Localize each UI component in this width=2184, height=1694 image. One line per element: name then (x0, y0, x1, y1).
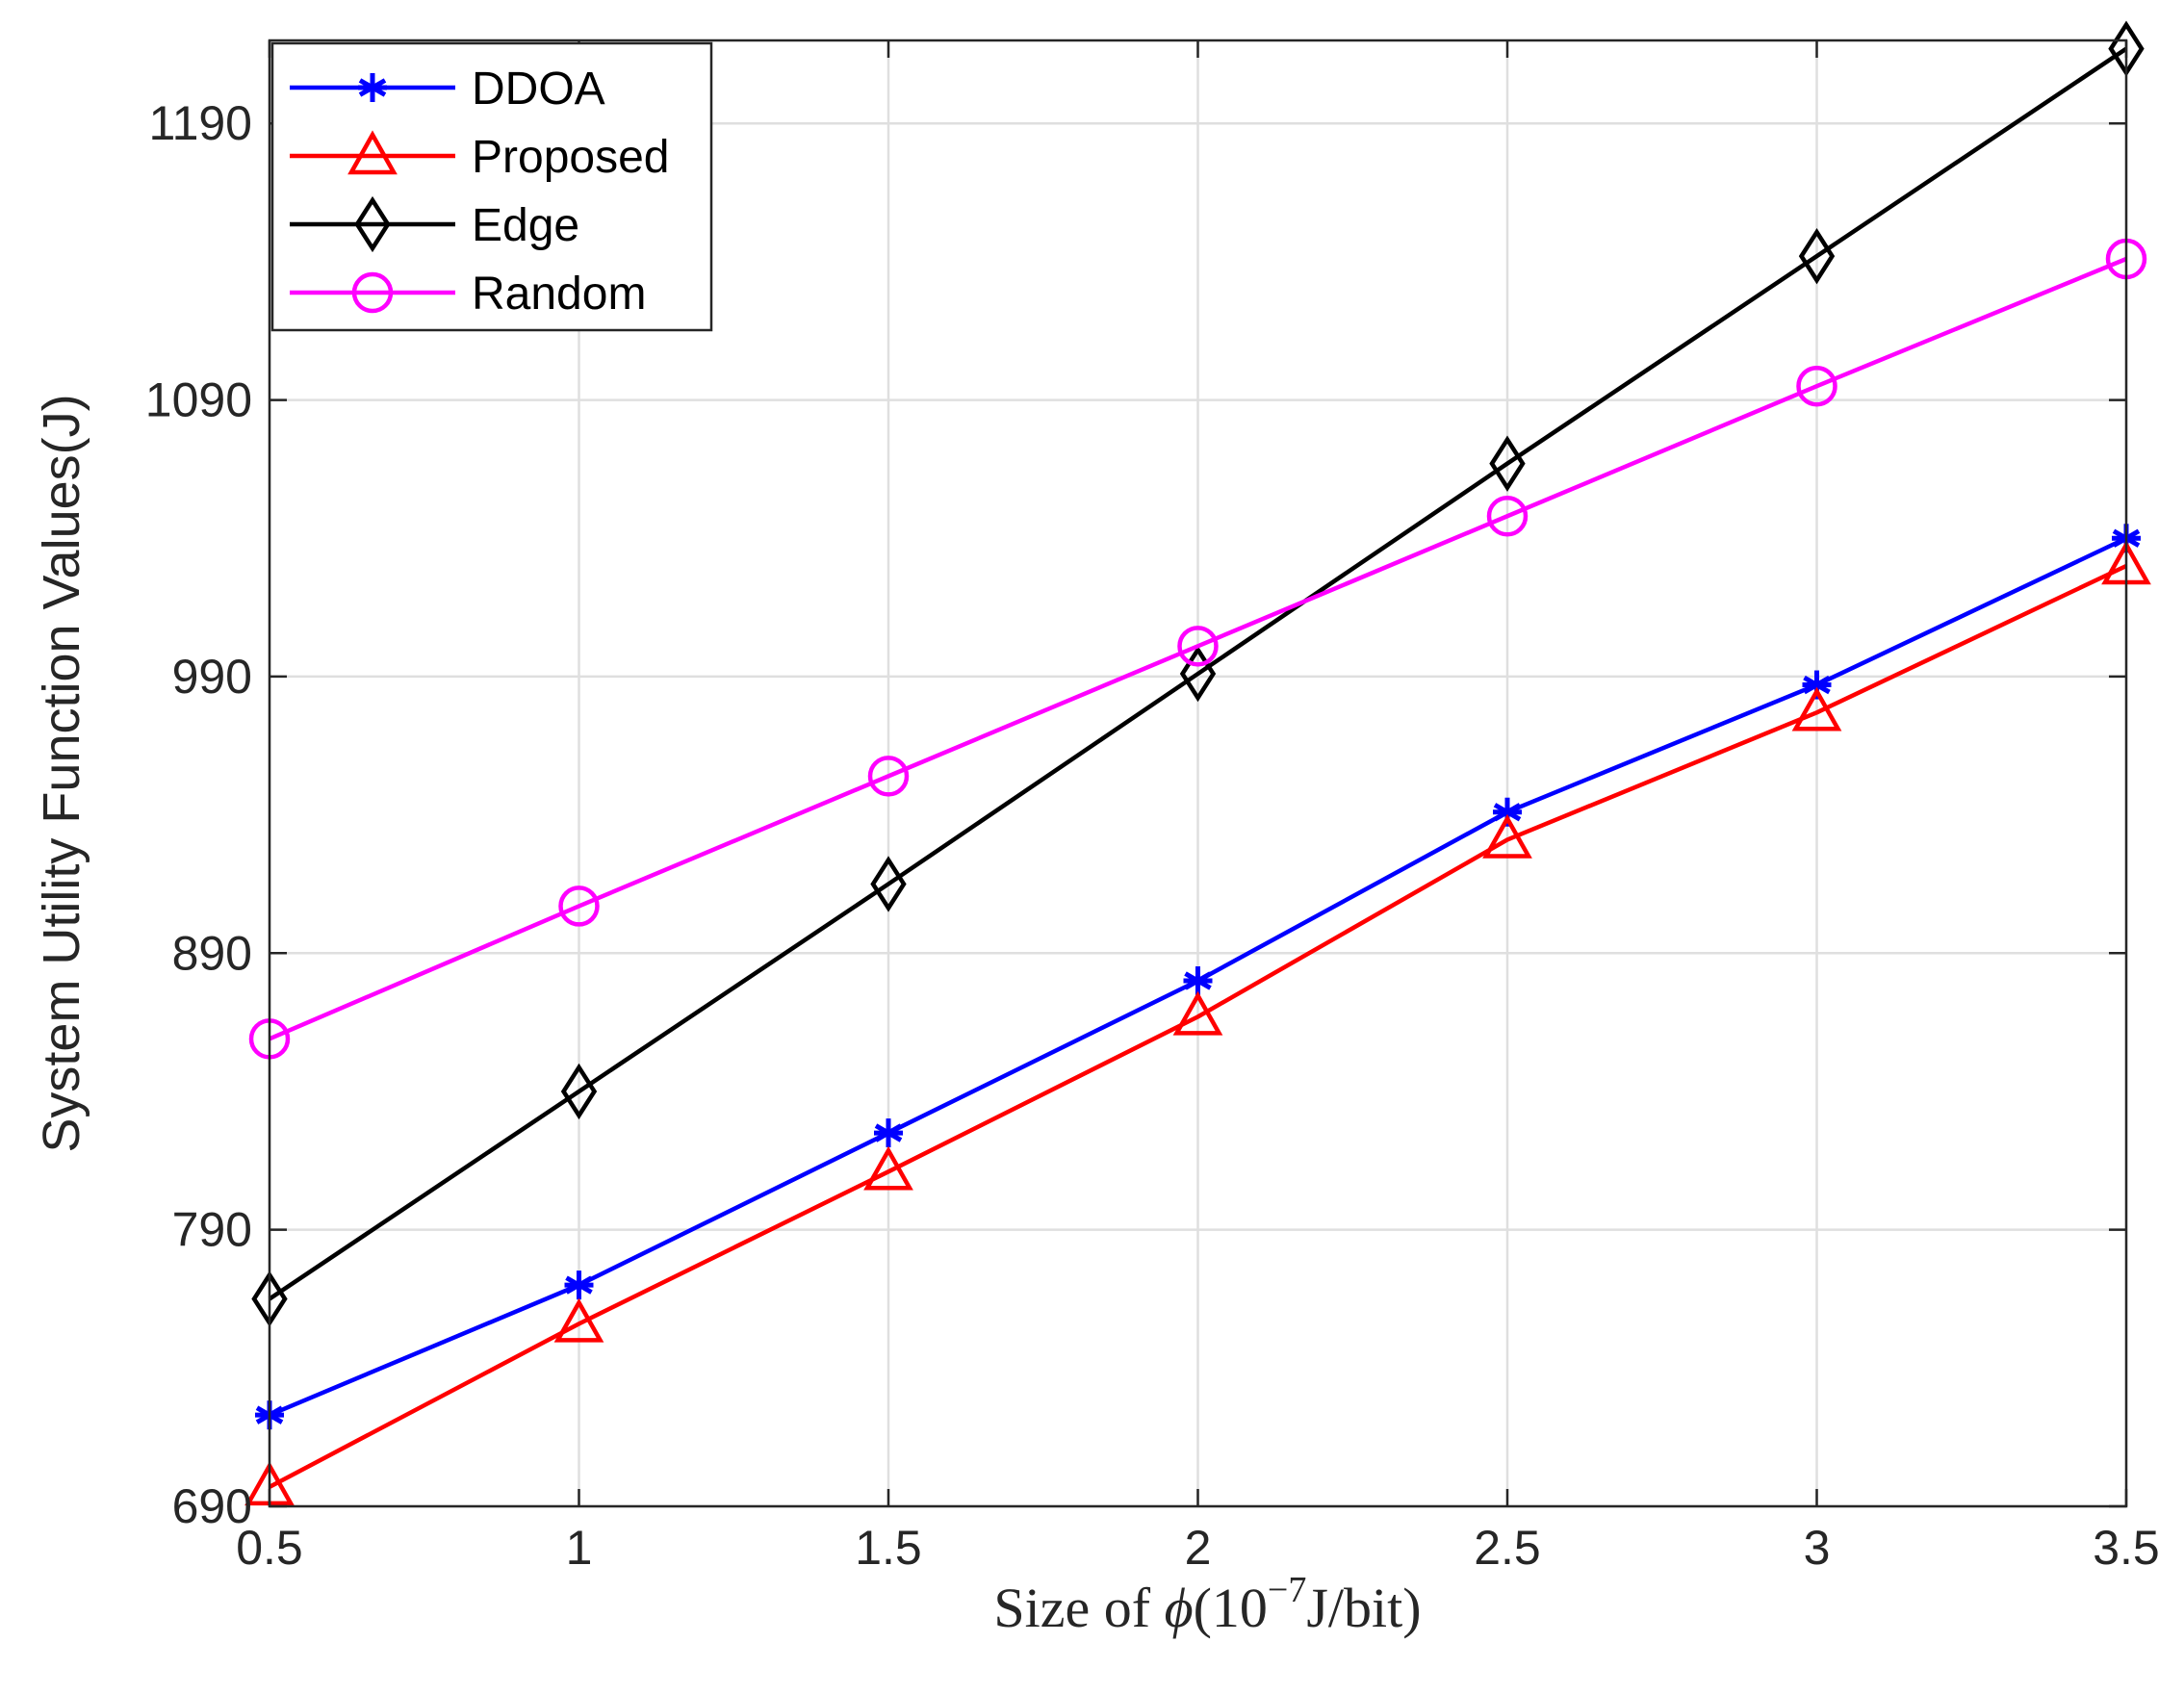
series-line-edge (268, 46, 2128, 1301)
legend-box (270, 41, 713, 332)
legend-marker-edge (354, 195, 391, 253)
legend: DDOA Proposed Edge Random (270, 41, 713, 332)
y-tick-label: 1090 (145, 373, 252, 427)
series-edge (251, 20, 2145, 1327)
legend-entry-ddoa: DDOA (290, 64, 605, 115)
y-tick-label: 890 (172, 926, 252, 980)
data-point-ddoa (874, 1118, 903, 1148)
data-point-random (1486, 496, 1529, 537)
y-axis-label: System Utility Function Values(J) (33, 394, 90, 1152)
x-tick-label: 2.5 (1474, 1521, 1541, 1575)
series-layer (244, 20, 2151, 1506)
legend-marker-ddoa (358, 73, 387, 102)
x-tick-label: 1 (566, 1521, 593, 1575)
x-axis-label: Size of ϕ(10−7J/bit) (993, 1570, 1421, 1639)
data-point-random (867, 756, 910, 797)
legend-label-proposed: Proposed (472, 132, 669, 183)
data-point-ddoa (1183, 966, 1213, 996)
x-tick-label: 1.5 (855, 1521, 922, 1575)
data-point-ddoa (564, 1270, 594, 1300)
y-tick-label: 990 (172, 650, 252, 704)
data-point-edge (1489, 435, 1526, 492)
data-point-random (1177, 626, 1219, 667)
x-axis-label-unit: J/bit) (1306, 1577, 1421, 1639)
data-point-random (558, 886, 600, 927)
axis-ticks: 0.5 1 1.5 2 2.5 3 3.5 690 790 890 990 1090 1190 (145, 40, 2160, 1575)
series-line-proposed (268, 563, 2127, 1489)
data-point-edge (870, 856, 907, 912)
data-point-edge (1179, 645, 1217, 703)
data-point-proposed (1172, 990, 1223, 1036)
x-axis-label-symbol: ϕ (1165, 1577, 1194, 1639)
legend-marker-proposed (347, 130, 398, 175)
y-tick-label: 790 (172, 1203, 252, 1257)
series-proposed (244, 540, 2151, 1506)
data-point-random (1796, 365, 1837, 407)
x-tick-label: 3 (1804, 1521, 1831, 1575)
x-tick-label: 3.5 (2093, 1521, 2160, 1575)
data-point-proposed (1482, 813, 1532, 859)
x-axis-label-exponent: −7 (1268, 1570, 1306, 1610)
data-point-edge (1798, 227, 1836, 285)
x-axis-label-open: (10 (1194, 1577, 1268, 1639)
x-axis-label-prefix: Size of (993, 1577, 1164, 1639)
legend-label-ddoa: DDOA (472, 64, 605, 115)
legend-label-edge: Edge (472, 200, 579, 251)
data-point-ddoa (1493, 797, 1522, 827)
legend-label-random: Random (472, 269, 646, 320)
data-point-proposed (1791, 686, 1842, 732)
y-tick-label: 690 (172, 1479, 252, 1533)
legend-entry-random: Random (290, 269, 646, 320)
data-point-proposed (553, 1297, 604, 1343)
y-tick-label: 1190 (148, 96, 252, 150)
data-point-edge (560, 1063, 598, 1120)
legend-entry-edge: Edge (290, 195, 579, 253)
x-tick-label: 0.5 (236, 1521, 303, 1575)
data-point-proposed (863, 1145, 913, 1191)
legend-entry-proposed: Proposed (290, 130, 669, 183)
legend-marker-random (351, 271, 394, 314)
x-tick-label: 2 (1185, 1521, 1212, 1575)
series-line-random (269, 256, 2127, 1041)
